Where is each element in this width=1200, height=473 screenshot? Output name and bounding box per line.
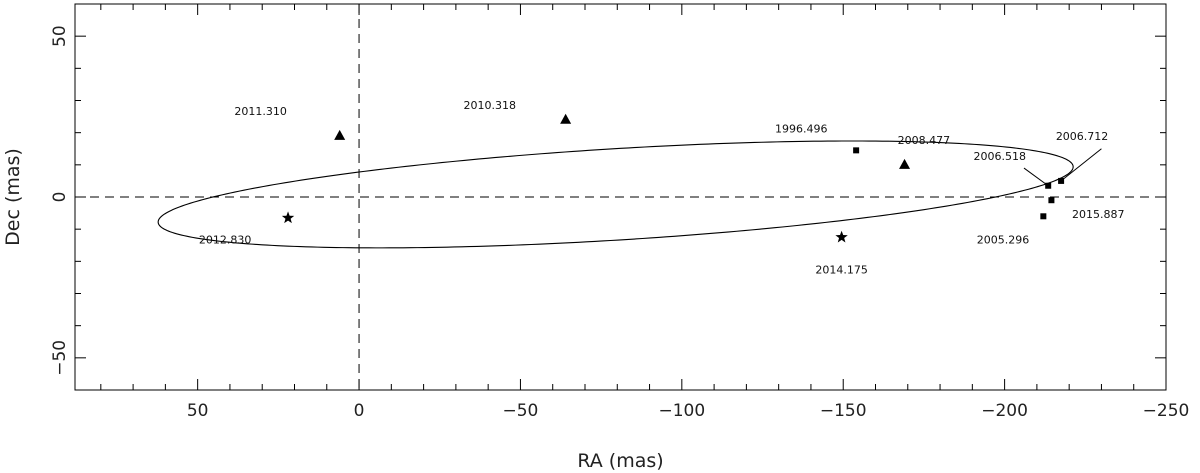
x-tick-label: 50 <box>187 401 209 421</box>
epoch-labels: 2011.310 2010.318 1996.496 2008.477 2006.518… <box>199 99 1125 276</box>
triangle-marker <box>899 158 911 169</box>
leader-line <box>1023 167 1049 187</box>
x-tick-label: 0 <box>354 401 365 421</box>
square-marker <box>853 147 860 154</box>
square-marker <box>1058 177 1065 184</box>
square-marker <box>1048 197 1055 204</box>
epoch-label: 1996.496 <box>775 123 828 136</box>
data-points <box>281 113 1065 243</box>
epoch-label: 2015.887 <box>1072 208 1125 221</box>
reference-lines <box>75 4 1166 390</box>
epoch-label: 2006.518 <box>974 150 1027 163</box>
x-tick-label: −100 <box>658 401 705 421</box>
y-axis-label: Dec (mas) <box>2 148 24 246</box>
epoch-label: 2012.830 <box>199 234 252 247</box>
leader-line <box>1060 148 1102 182</box>
y-tick-label: 0 <box>50 192 70 203</box>
epoch-label: 2014.175 <box>815 264 868 277</box>
star-marker <box>281 211 295 224</box>
x-tick-label: −150 <box>820 401 867 421</box>
y-tick-label: 50 <box>50 25 70 47</box>
orbit-ellipse <box>157 140 1074 249</box>
tick-labels: 50 0 −50 −100 −150 −200 −250 50 0 −50 <box>50 25 1189 421</box>
epoch-label: 2006.712 <box>1056 130 1109 143</box>
axis-ticks <box>75 3 1167 391</box>
x-axis-label: RA (mas) <box>577 450 663 472</box>
epoch-label: 2011.310 <box>234 105 287 118</box>
orbit-path <box>157 140 1074 249</box>
star-marker <box>835 230 848 243</box>
triangle-marker <box>334 129 346 140</box>
y-tick-label: −50 <box>50 340 70 376</box>
square-marker <box>1045 182 1052 189</box>
leader-lines <box>1023 148 1102 187</box>
epoch-label: 2010.318 <box>464 99 517 112</box>
triangle-marker <box>560 113 572 124</box>
square-marker <box>1040 213 1047 220</box>
x-tick-label: −50 <box>502 401 538 421</box>
epoch-label: 2005.296 <box>977 234 1030 247</box>
epoch-label: 2008.477 <box>898 134 951 147</box>
x-tick-label: −250 <box>1143 401 1190 421</box>
x-tick-label: −200 <box>981 401 1028 421</box>
